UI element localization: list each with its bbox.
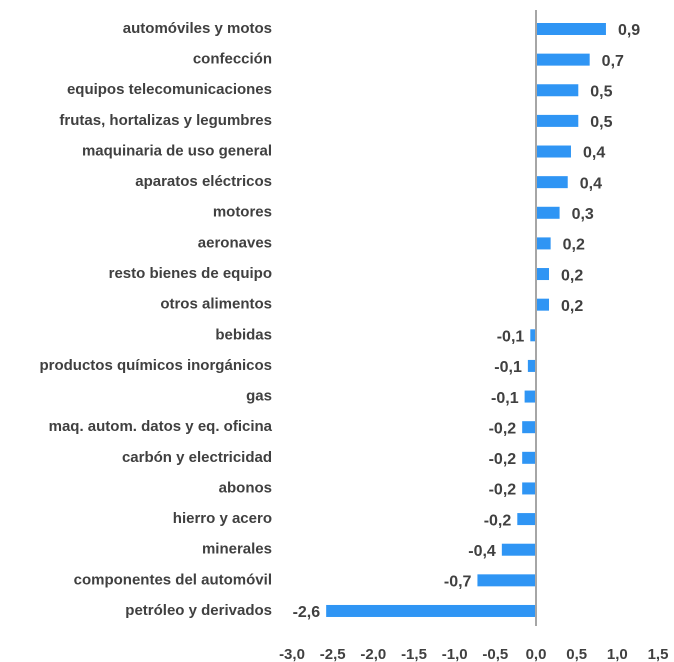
value-label: 0,5: [590, 83, 612, 100]
category-label: gas: [246, 388, 272, 405]
value-label: 0,2: [561, 267, 583, 284]
bar: [536, 84, 579, 97]
category-label: maquinaria de uso general: [82, 142, 272, 159]
value-label: -0,2: [489, 482, 517, 499]
value-label: -0,2: [489, 420, 517, 437]
bar: [477, 574, 536, 587]
x-tick-label: 0,5: [566, 646, 587, 662]
bar: [522, 421, 536, 434]
value-label: 0,5: [590, 114, 612, 131]
x-tick-label: 0,0: [526, 646, 547, 662]
bar: [536, 53, 590, 66]
bar: [536, 298, 550, 311]
bar: [536, 114, 579, 127]
category-label: componentes del automóvil: [74, 571, 272, 588]
bar: [517, 513, 536, 526]
category-label: frutas, hortalizas y legumbres: [59, 112, 272, 129]
value-label: -0,2: [489, 451, 517, 468]
value-label: 0,2: [563, 237, 585, 254]
category-label: carbón y electricidad: [122, 449, 272, 466]
x-tick-label: -1,0: [442, 646, 468, 662]
value-label: 0,4: [583, 145, 605, 162]
bar: [530, 329, 536, 342]
value-label: 0,4: [580, 175, 602, 192]
bar: [536, 237, 551, 250]
value-label: -0,4: [468, 543, 496, 560]
value-label: -0,2: [484, 512, 512, 529]
category-label: automóviles y motos: [123, 20, 272, 37]
value-label: 0,9: [618, 22, 640, 39]
x-tick-label: -1,5: [401, 646, 427, 662]
bar: [536, 206, 560, 219]
category-label: minerales: [202, 541, 272, 558]
x-tick-label: 1,5: [648, 646, 669, 662]
category-label: petróleo y derivados: [125, 602, 272, 619]
value-label: 0,3: [572, 206, 594, 223]
value-label: -0,1: [497, 329, 525, 346]
x-tick-label: -2,5: [320, 646, 346, 662]
category-label: abonos: [219, 479, 272, 496]
category-label: maq. autom. datos y eq. oficina: [49, 418, 273, 435]
value-label: 0,7: [602, 53, 624, 70]
category-label: aparatos eléctricos: [135, 173, 272, 190]
category-label: equipos telecomunicaciones: [67, 81, 272, 98]
category-label: confección: [193, 51, 272, 68]
category-label: bebidas: [215, 326, 272, 343]
value-label: -0,1: [494, 359, 522, 376]
value-label: -2,6: [293, 604, 321, 621]
bar: [527, 359, 536, 372]
category-label: productos químicos inorgánicos: [39, 357, 272, 374]
bar: [501, 543, 536, 556]
value-label: -0,7: [444, 574, 472, 591]
value-label: -0,1: [491, 390, 519, 407]
value-label: 0,2: [561, 298, 583, 315]
bar: [522, 451, 536, 464]
category-label: resto bienes de equipo: [109, 265, 272, 282]
bar: [536, 23, 606, 35]
category-label: otros alimentos: [160, 296, 272, 313]
bar: [536, 268, 550, 281]
x-tick-label: -0,5: [482, 646, 508, 662]
bar: [326, 604, 536, 617]
category-label: aeronaves: [198, 234, 272, 251]
x-tick-label: 1,0: [607, 646, 628, 662]
category-label: motores: [213, 204, 272, 221]
x-tick-label: -2,0: [360, 646, 386, 662]
bar: [524, 390, 536, 403]
bar: [536, 145, 571, 158]
bar: [522, 482, 536, 495]
category-label: hierro y acero: [173, 510, 272, 527]
x-tick-label: -3,0: [279, 646, 305, 662]
bar: [536, 176, 568, 189]
